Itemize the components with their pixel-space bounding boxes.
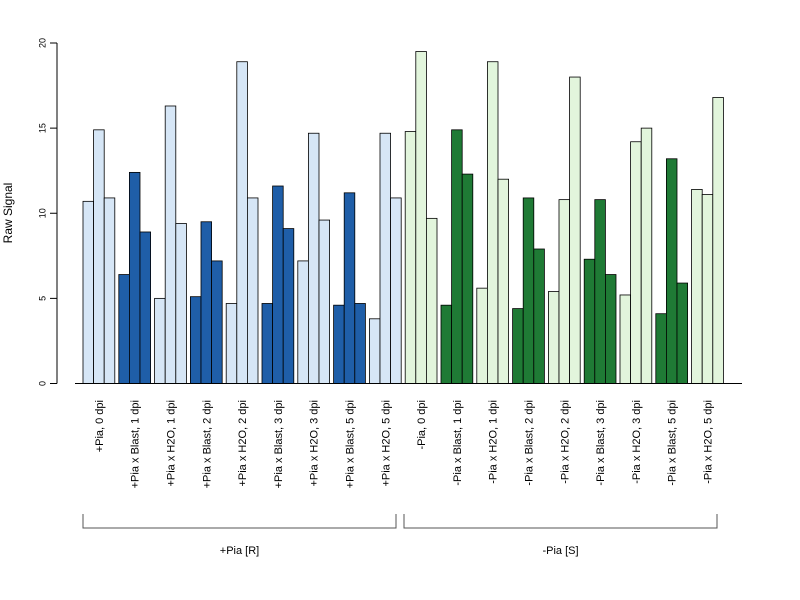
bar (272, 185, 284, 384)
bar (118, 274, 130, 384)
bar (128, 171, 141, 384)
bar (548, 291, 560, 384)
bar (655, 313, 667, 384)
bar (476, 287, 488, 384)
bar (297, 260, 309, 384)
bars (82, 51, 724, 384)
category-label: -Pia x H2O, 5 dpi (703, 400, 715, 484)
category-label: -Pia x Blast, 2 dpi (524, 400, 536, 486)
bar (569, 76, 581, 384)
category-labels: +Pia, 0 dpi +Pia x Blast, 1 dpi +Pia x H2O… (94, 400, 715, 488)
bar (712, 97, 724, 384)
y-axis: 0 5 10 15 20 (37, 38, 58, 386)
bar (533, 248, 545, 384)
category-label: -Pia x H2O, 3 dpi (631, 400, 643, 484)
bar (512, 308, 524, 384)
category-label: +Pia x Blast, 1 dpi (130, 400, 142, 488)
bar (461, 173, 474, 384)
bar (404, 131, 417, 384)
group-bracket (82, 514, 397, 529)
bar (594, 199, 606, 384)
bar (451, 129, 463, 384)
category-label: -Pia x Blast, 1 dpi (452, 400, 464, 486)
bar (605, 274, 617, 384)
y-tick-label: 20 (37, 38, 47, 48)
category-label: +Pia x H2O, 2 dpi (237, 400, 249, 487)
bar (333, 304, 345, 384)
y-tick-label: 15 (37, 123, 47, 133)
bar (558, 199, 571, 384)
bar (522, 197, 535, 384)
category-label: +Pia x Blast, 2 dpi (201, 400, 213, 488)
category-label: -Pia x Blast, 5 dpi (667, 400, 679, 486)
category-label: -Pia, 0 dpi (416, 400, 428, 450)
group-label: +Pia [R] (220, 545, 259, 557)
bar (583, 258, 596, 384)
bar (390, 197, 402, 384)
y-tick-label: 0 (37, 381, 47, 386)
bar (200, 221, 213, 384)
bar (619, 294, 632, 384)
bar (379, 132, 392, 384)
bar (691, 189, 703, 384)
bar (82, 200, 95, 384)
bar (175, 223, 187, 384)
bar (164, 105, 177, 384)
category-label: +Pia x Blast, 3 dpi (273, 400, 285, 488)
bar (236, 61, 248, 384)
bar (139, 231, 152, 384)
category-label: -Pia x H2O, 2 dpi (559, 400, 571, 484)
bar (103, 197, 116, 384)
bar (701, 194, 714, 384)
group-brackets: +Pia [R] -Pia [S] (82, 514, 718, 557)
bar (676, 282, 689, 384)
bar (666, 158, 678, 384)
group-bracket (403, 514, 718, 529)
bar (318, 219, 331, 384)
bar (415, 51, 427, 384)
bar (246, 197, 259, 384)
bar (425, 217, 438, 384)
category-label: +Pia, 0 dpi (94, 400, 106, 452)
bar (261, 303, 274, 384)
bar (440, 304, 453, 384)
bar (640, 127, 653, 384)
category-label: +Pia x H2O, 1 dpi (166, 400, 178, 487)
bar (154, 297, 166, 384)
bar (343, 192, 356, 384)
category-label: +Pia x H2O, 5 dpi (380, 400, 392, 487)
bar (93, 129, 105, 384)
category-label: +Pia x Blast, 5 dpi (345, 400, 357, 488)
y-axis-label: Raw Signal (1, 183, 15, 244)
bar (497, 178, 510, 384)
bar (225, 303, 238, 384)
category-label: +Pia x H2O, 3 dpi (309, 400, 321, 487)
group-label: -Pia [S] (542, 545, 578, 557)
bar (368, 318, 381, 384)
bar (282, 228, 295, 384)
y-tick-label: 10 (37, 208, 47, 218)
bar (189, 296, 202, 384)
y-tick-label: 5 (37, 296, 47, 301)
category-label: -Pia x Blast, 3 dpi (595, 400, 607, 486)
bar (354, 303, 366, 384)
bar (486, 61, 499, 384)
bar (211, 260, 223, 384)
category-label: -Pia x H2O, 1 dpi (488, 400, 500, 484)
bar (307, 132, 320, 384)
bar (630, 141, 642, 384)
